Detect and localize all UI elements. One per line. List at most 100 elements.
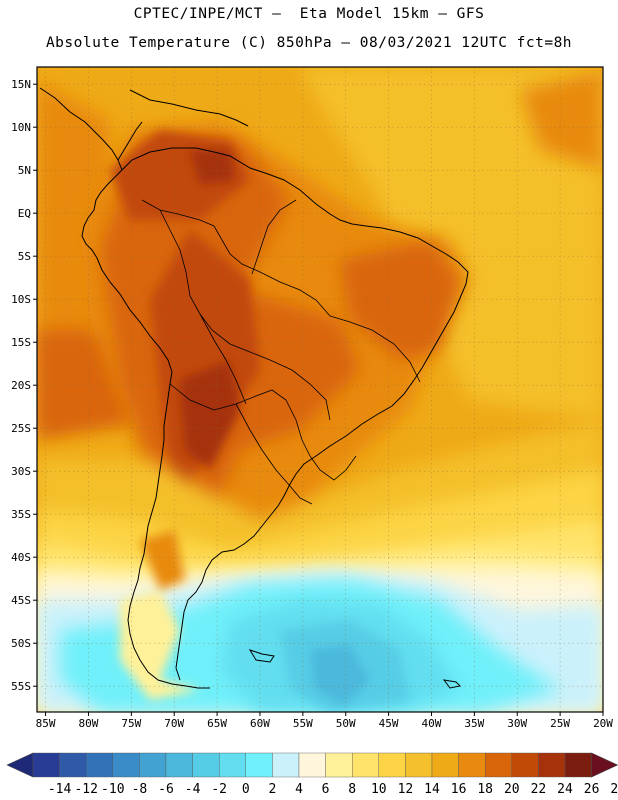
lon-label: 55W — [293, 717, 313, 730]
colorbar-segment — [298, 752, 326, 778]
border-states — [329, 315, 421, 383]
colorbar-label: 12 — [398, 782, 414, 797]
colorbar-segment — [431, 752, 459, 778]
colorbar-low-arrow — [6, 752, 34, 778]
border-colombia — [251, 199, 297, 275]
central-america-coast — [117, 121, 143, 161]
border-bolivia — [199, 313, 247, 405]
field-north-patagonia — [140, 530, 185, 590]
lat-label: 15N — [11, 78, 31, 91]
lon-label: 40W — [422, 717, 442, 730]
south-georgia — [442, 679, 462, 689]
lon-label: 60W — [250, 717, 270, 730]
field-ne-brazil-hot — [340, 240, 460, 360]
lon-label: 25W — [550, 717, 570, 730]
colorbar-label: -6 — [158, 782, 174, 797]
colorbar: -14 -12 -10 -8 -6 -4 -2 0 2 4 6 8 10 12 14 16 18 20 22 24 26… — [6, 752, 618, 797]
colorbar-label: 26 — [584, 782, 600, 797]
colorbar-segment — [485, 752, 513, 778]
colorbar-label: -4 — [185, 782, 201, 797]
colorbar-segment — [192, 752, 220, 778]
colorbar-segment — [59, 752, 87, 778]
latitude-labels: 15N 10N 5N EQ 5S 10S 15S 20S 25S 30S 35S 40S 45S 50S 5… — [11, 78, 37, 693]
field-warm-ne-ocean — [520, 70, 603, 170]
lat-label: 45S — [11, 594, 31, 607]
colorbar-segment — [511, 752, 539, 778]
lat-label: 15S — [11, 336, 31, 349]
colorbar-segment — [378, 752, 406, 778]
border-north — [141, 199, 331, 317]
field-venezuela-core — [190, 150, 235, 185]
lat-label: 40S — [11, 551, 31, 564]
field-andes-hot — [150, 230, 260, 500]
colorbar-label: 20 — [504, 782, 520, 797]
lon-label: 45W — [379, 717, 399, 730]
lat-label: 55S — [11, 680, 31, 693]
colorbar-segment — [405, 752, 433, 778]
field-cold-core — [310, 645, 370, 705]
colorbar-label: 18 — [477, 782, 493, 797]
lon-label: 70W — [164, 717, 184, 730]
map-title-line1: CPTEC/INPE/MCT – Eta Model 15km – GFS — [133, 6, 485, 22]
lat-label: 10S — [11, 293, 31, 306]
colorbar-segment — [218, 752, 246, 778]
atlantic-coastline — [121, 147, 469, 681]
colorbar-label: 14 — [424, 782, 440, 797]
longitude-labels: 85W 80W 75W 70W 65W 60W 55W 50W 45W 40W 35W 30W 25W 2… — [36, 712, 613, 730]
colorbar-label: 24 — [557, 782, 573, 797]
lon-label: 30W — [507, 717, 527, 730]
temperature-field — [37, 67, 603, 712]
lon-label: 35W — [464, 717, 484, 730]
colorbar-segment — [165, 752, 193, 778]
colorbar-label: -14 — [48, 782, 72, 797]
map-title-line2: Absolute Temperature (C) 850hPa – 08/03/… — [45, 35, 573, 51]
colorbar-segment — [564, 752, 592, 778]
colorbar-labels: -14 -12 -10 -8 -6 -4 -2 0 2 4 6 8 10 12 14 16 18 20 22 24 26… — [48, 782, 618, 797]
border-central — [159, 209, 331, 421]
colorbar-high-arrow — [591, 752, 618, 778]
caribbean-coast — [129, 89, 249, 127]
colorbar-label: 22 — [531, 782, 547, 797]
border-south — [289, 485, 313, 505]
colorbar-segment — [139, 752, 167, 778]
pacific-coastline — [39, 87, 210, 689]
lat-label: 5N — [18, 164, 31, 177]
border-paraguay — [169, 383, 311, 457]
coastlines — [39, 87, 469, 689]
colorbar-segment — [458, 752, 486, 778]
lat-label: 25S — [11, 422, 31, 435]
colorbar-segment — [538, 752, 566, 778]
map-frame — [36, 66, 604, 713]
colorbar-label: -10 — [101, 782, 124, 797]
colorbar-label: 6 — [322, 782, 330, 797]
lat-label: 35S — [11, 508, 31, 521]
lat-label: 5S — [18, 250, 31, 263]
falklands — [248, 649, 275, 663]
colorbar-segment — [325, 752, 353, 778]
colorbar-segment — [85, 752, 113, 778]
lon-label: 75W — [121, 717, 141, 730]
colorbar-label: 2 — [268, 782, 276, 797]
colorbar-label: 8 — [348, 782, 356, 797]
temperature-map: 15N 10N 5N EQ 5S 10S 15S 20S 25S 30S 35S 40S 45S 50S 5… — [11, 66, 613, 730]
lat-label: EQ — [18, 207, 31, 220]
field-chaco-core — [180, 360, 240, 470]
lon-label: 80W — [79, 717, 99, 730]
colorbar-label: 10 — [371, 782, 387, 797]
lon-label: 65W — [207, 717, 227, 730]
colorbar-segment — [352, 752, 380, 778]
colorbar-label: -12 — [74, 782, 97, 797]
lat-label: 10N — [11, 121, 31, 134]
colorbar-label: 16 — [451, 782, 467, 797]
lat-label: 20S — [11, 379, 31, 392]
colorbar-segment — [245, 752, 273, 778]
colorbar-segment — [272, 752, 300, 778]
colorbar-segments — [6, 752, 618, 778]
border-argentina — [235, 403, 291, 487]
border-uruguay — [309, 455, 357, 481]
colorbar-label: -2 — [211, 782, 227, 797]
lon-label: 20W — [593, 717, 613, 730]
colorbar-label: -8 — [132, 782, 148, 797]
colorbar-label: 4 — [295, 782, 303, 797]
lon-label: 85W — [36, 717, 56, 730]
